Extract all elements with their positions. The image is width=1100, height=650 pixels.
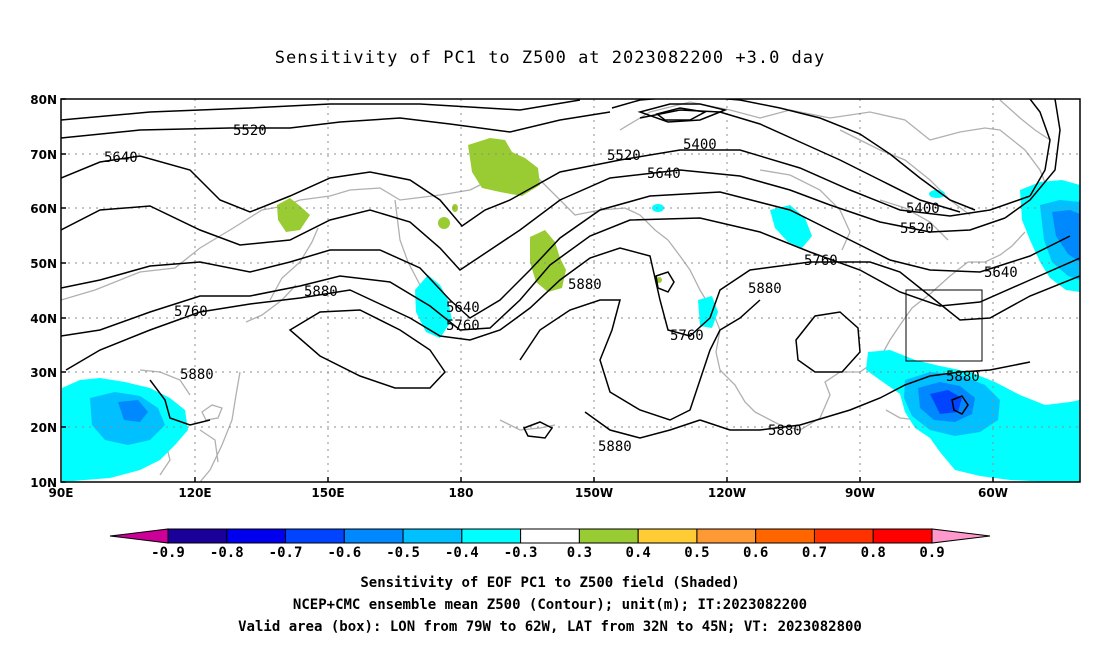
- colorbar-cell: [520, 528, 580, 544]
- contour-label: 5760: [446, 318, 480, 334]
- contour-label: 5640: [104, 150, 138, 166]
- colorbar-cells: [167, 528, 933, 544]
- colorbar-right-tip: [931, 528, 991, 544]
- colorbar-label: 0.7: [802, 545, 827, 561]
- contour-label: 5880: [748, 281, 782, 297]
- contour-label: 5760: [174, 304, 208, 320]
- lat-label: 40N: [30, 312, 57, 326]
- lat-label: 80N: [30, 93, 57, 107]
- contour-label: 5880: [304, 284, 338, 300]
- contour-label: 5640: [984, 265, 1018, 281]
- colorbar-cell: [637, 528, 698, 544]
- lat-label: 10N: [30, 476, 57, 490]
- negative-sensitivity-shading: [62, 180, 1080, 482]
- lat-label: 70N: [30, 148, 57, 162]
- colorbar-cell: [578, 528, 639, 544]
- colorbar-labels: -0.9 -0.8 -0.7 -0.6 -0.5 -0.4 -0.3 0.3 0.4 0.5 0.6…: [151, 545, 945, 561]
- colorbar-label: 0.6: [743, 545, 768, 561]
- colorbar: -0.9 -0.8 -0.7 -0.6 -0.5 -0.4 -0.3 0.3 0.4 0.5 0.6…: [109, 528, 991, 561]
- axis-ticks: [61, 98, 994, 483]
- footer-caption-shading: Sensitivity of EOF PC1 to Z500 field (Sh…: [360, 575, 740, 591]
- footer-caption-valid-area: Valid area (box): LON from 79W to 62W, L…: [238, 619, 862, 635]
- colorbar-label: -0.5: [386, 545, 420, 561]
- colorbar-label: 0.3: [567, 545, 592, 561]
- contour-label: 5400: [906, 201, 940, 217]
- lat-label: 20N: [30, 421, 57, 435]
- lon-label: 150W: [575, 486, 613, 500]
- contour-label: 5760: [670, 328, 704, 344]
- colorbar-cell: [402, 528, 463, 544]
- colorbar-label: -0.9: [151, 545, 185, 561]
- lon-label: 90E: [49, 486, 74, 500]
- positive-sensitivity-shading: [277, 138, 662, 292]
- latitude-labels: 80N 70N 60N 50N 40N 30N 20N 10N: [30, 93, 57, 490]
- graticule: [61, 99, 1080, 482]
- colorbar-label: -0.4: [445, 545, 479, 561]
- colorbar-label: -0.8: [210, 545, 244, 561]
- plot-title: Sensitivity of PC1 to Z500 at 2023082200…: [274, 48, 826, 68]
- lon-label: 150E: [311, 486, 344, 500]
- colorbar-label: 0.5: [684, 545, 709, 561]
- contour-label: 5880: [768, 423, 802, 439]
- contour-label: 5880: [568, 277, 602, 293]
- colorbar-cell: [226, 528, 287, 544]
- valid-area-box: [905, 289, 983, 362]
- colorbar-cell: [461, 528, 522, 544]
- colorbar-label: -0.6: [327, 545, 361, 561]
- longitude-labels: 90E 120E 150E 180 150W 120W 90W 60W: [49, 486, 1008, 500]
- lon-label: 180: [448, 486, 473, 500]
- colorbar-label: 0.4: [626, 545, 651, 561]
- contour-label: 5760: [804, 253, 838, 269]
- contour-labels: 5520 5640 5520 5400 5640 5400 5520 5760 …: [104, 123, 1018, 455]
- colorbar-label: -0.7: [269, 545, 303, 561]
- contour-label: 5880: [180, 367, 214, 383]
- colorbar-cell: [755, 528, 815, 544]
- colorbar-label: -0.3: [504, 545, 538, 561]
- contour-label: 5400: [683, 137, 717, 153]
- lon-label: 60W: [978, 486, 1008, 500]
- contour-label: 5640: [647, 166, 681, 182]
- colorbar-cell: [872, 528, 933, 544]
- lon-label: 120E: [178, 486, 211, 500]
- colorbar-cell: [696, 528, 757, 544]
- contour-label: 5520: [607, 148, 641, 164]
- contour-label: 5640: [446, 300, 480, 316]
- footer-caption-contour: NCEP+CMC ensemble mean Z500 (Contour); u…: [292, 597, 808, 613]
- lat-label: 60N: [30, 202, 57, 216]
- contour-label: 5880: [598, 439, 632, 455]
- lat-label: 50N: [30, 257, 57, 271]
- colorbar-label: 0.9: [919, 545, 944, 561]
- colorbar-cell: [343, 528, 404, 544]
- colorbar-cell: [285, 528, 345, 544]
- contour-label: 5880: [946, 369, 980, 385]
- lat-label: 30N: [30, 366, 57, 380]
- colorbar-cell: [167, 528, 228, 544]
- contour-label: 5520: [900, 221, 934, 237]
- colorbar-label: 0.8: [861, 545, 886, 561]
- colorbar-left-tip: [109, 528, 169, 544]
- colorbar-cell: [813, 528, 874, 544]
- lon-label: 90W: [845, 486, 875, 500]
- plot-frame: [60, 98, 1081, 483]
- z500-contours: [61, 99, 1080, 439]
- lon-label: 120W: [708, 486, 746, 500]
- contour-label: 5520: [233, 123, 267, 139]
